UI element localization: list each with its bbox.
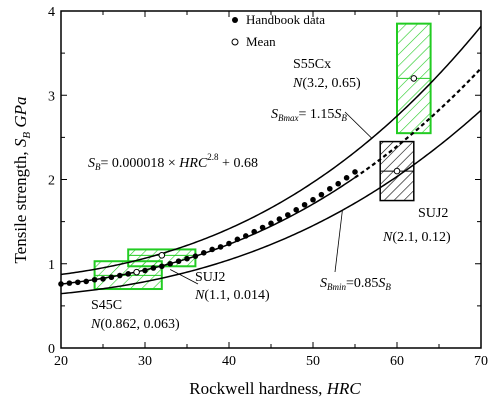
data-point [184, 255, 190, 262]
group-dist-s55cx: N(3.2, 0.65) [292, 76, 361, 91]
x-tick-label: 50 [306, 354, 320, 369]
data-point [301, 201, 308, 208]
data-point [276, 216, 283, 222]
data-point [343, 175, 350, 181]
group-label-suj2-low: SUJ2 [195, 270, 225, 285]
fit-curve-extrapolated [354, 67, 481, 179]
plot-frame [60, 10, 482, 349]
legend-marker-handbook [232, 17, 238, 23]
data-point [226, 240, 232, 247]
data-points [58, 75, 418, 287]
data-point [91, 276, 98, 283]
data-point [293, 207, 300, 213]
data-point [201, 249, 207, 256]
data-point [285, 212, 291, 218]
y-tick-label: 2 [48, 174, 55, 189]
lower-bound-curve [61, 109, 481, 295]
group-label-s45c: S45C [91, 298, 122, 313]
x-tick-label: 40 [222, 354, 236, 369]
group-label-suj2-high: SUJ2 [418, 206, 448, 221]
suj2-leader [170, 269, 199, 285]
upper-bound-curve [61, 25, 481, 276]
y-tick-label: 3 [48, 89, 55, 104]
legend-marker-mean [231, 38, 239, 46]
data-point [251, 228, 257, 235]
y-tick-label: 4 [48, 5, 55, 20]
data-point [175, 258, 182, 265]
data-point [352, 169, 358, 175]
mean-point [158, 252, 166, 259]
lower-bound-leader [334, 210, 343, 273]
data-point [318, 191, 325, 198]
x-tick-label: 20 [54, 354, 68, 369]
x-tick-label: 60 [390, 354, 404, 369]
mean-point [410, 75, 418, 82]
data-point [108, 274, 115, 281]
data-point [243, 233, 249, 239]
mean-point [393, 167, 401, 175]
data-point [327, 185, 333, 192]
data-point [167, 260, 173, 267]
mean-point [133, 268, 140, 276]
data-point [150, 265, 157, 271]
y-tick-label: 0 [48, 342, 55, 357]
data-point [66, 280, 73, 286]
upper-bound-label: SBmax= 1.15SB [271, 107, 347, 123]
data-point [217, 244, 224, 250]
legend: Handbook data Mean [231, 12, 325, 49]
data-point [335, 180, 342, 187]
legend-label-mean: Mean [246, 34, 276, 49]
data-point [75, 279, 81, 286]
data-point [209, 246, 215, 253]
data-point [310, 196, 316, 203]
tick-labels: 20 30 40 50 60 70 0 1 2 3 4 [48, 5, 488, 369]
data-point [142, 267, 148, 274]
legend-label-handbook: Handbook data [246, 12, 325, 27]
x-axis-title: Rockwell hardness, HRC [189, 379, 361, 398]
group-dist-s45c: N(0.862, 0.063) [90, 317, 180, 332]
data-point [234, 236, 241, 243]
group-dist-suj2-low: N(1.1, 0.014) [194, 288, 270, 303]
fit-formula: SB= 0.000018 × HRC2.8 + 0.68 [88, 152, 258, 172]
y-tick-label: 1 [48, 258, 55, 273]
group-label-s55cx: S55Cx [293, 57, 331, 72]
upper-bound-leader [344, 111, 373, 139]
data-point [117, 272, 123, 279]
x-tick-label: 30 [138, 354, 152, 369]
data-point [100, 276, 106, 282]
lower-bound-label: SBmin=0.85SB [320, 276, 391, 292]
y-axis-title: Tensile strength, SB GPa [11, 96, 33, 263]
data-point [125, 271, 131, 277]
data-point [192, 253, 199, 259]
group-dist-suj2-high: N(2.1, 0.12) [382, 230, 451, 245]
data-point [83, 278, 89, 285]
data-point [159, 263, 165, 270]
data-point [259, 224, 266, 231]
data-point [268, 220, 274, 227]
x-tick-label: 70 [474, 354, 488, 369]
